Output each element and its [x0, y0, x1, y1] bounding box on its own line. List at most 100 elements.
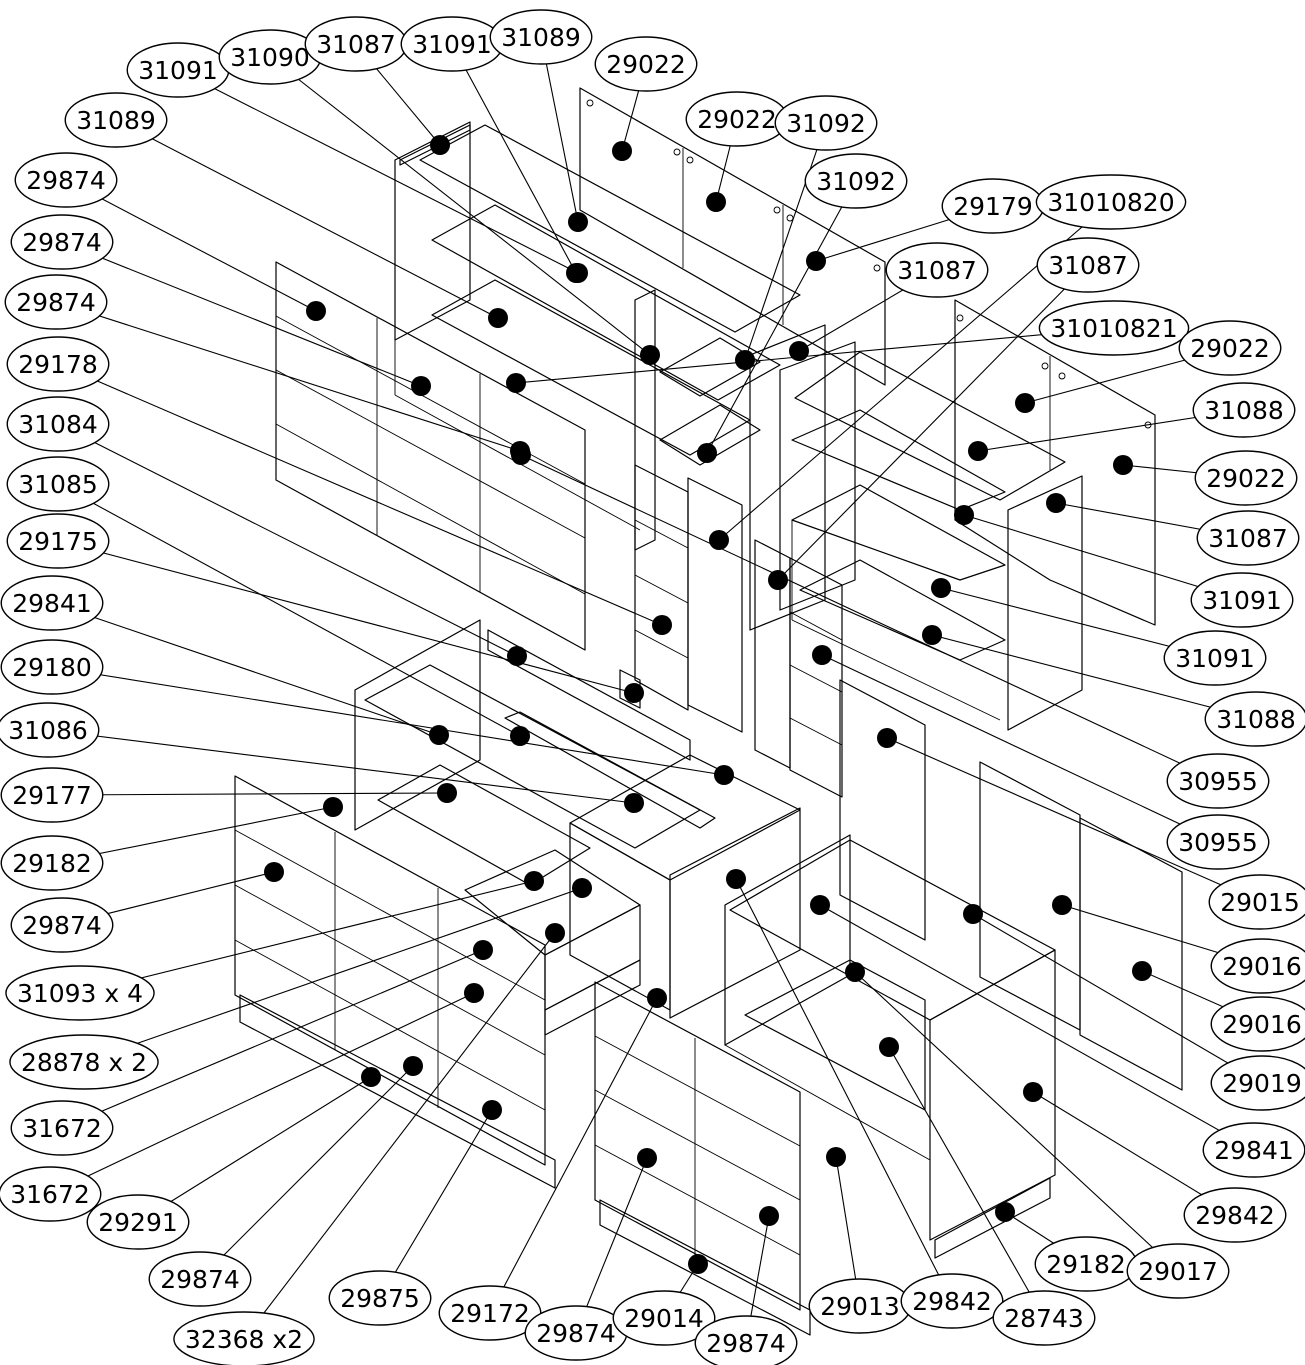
callout-target-dot	[922, 625, 942, 645]
callout-bubble: 31092	[774, 95, 878, 151]
callout-bubble: 31090	[218, 29, 322, 85]
callout-bubble: 29179	[941, 178, 1045, 234]
callout-bubble: 31087	[885, 242, 989, 298]
callout-leader	[819, 904, 1255, 1151]
callout-leader	[520, 454, 1219, 782]
callout-target-dot	[624, 683, 644, 703]
callout-bubble: 29015	[1208, 874, 1305, 930]
callout-bubble: 31091	[1163, 630, 1267, 686]
callout-bubble-shape	[64, 92, 168, 148]
callout-part-number: 31010820	[1047, 188, 1174, 217]
callout-bubble-shape	[6, 336, 110, 392]
callout-part-number: 31086	[8, 716, 88, 745]
callout-leader	[199, 1065, 414, 1280]
callout-bubble: 31089	[64, 92, 168, 148]
callout-leader	[57, 540, 635, 694]
callout-bubble-shape	[992, 1290, 1096, 1346]
callout-leader	[451, 43, 577, 274]
callout-bubble: 29022	[1178, 320, 1282, 376]
callout-leader	[177, 69, 579, 274]
callout-part-number: 31085	[18, 470, 98, 499]
callout-part-number: 29180	[12, 653, 92, 682]
callout-bubble-shape	[1192, 382, 1296, 438]
callout-part-number: 30955	[1178, 828, 1258, 857]
callout-target-dot	[511, 445, 531, 465]
callout-bubble-shape	[774, 95, 878, 151]
callout-leader	[931, 634, 1257, 720]
callout-part-number: 29172	[450, 1299, 530, 1328]
callout-part-number: 31087	[897, 256, 977, 285]
callout-bubble-shape	[4, 274, 108, 330]
callout-leader	[83, 887, 583, 1063]
callout-part-number: 29182	[1046, 1250, 1126, 1279]
callout-bubble: 32368 x2	[173, 1311, 315, 1365]
callout-target-dot	[1113, 455, 1133, 475]
callout-bubble: 31084	[6, 396, 110, 452]
callout-bubble: 29017	[1126, 1243, 1230, 1299]
callout-part-number: 29022	[606, 50, 686, 79]
callout-target-dot	[954, 505, 974, 525]
callout-target-dot	[1023, 1082, 1043, 1102]
callout-part-number: 31089	[501, 23, 581, 52]
callout-bubble-shape	[6, 456, 110, 512]
callout-target-dot	[877, 728, 897, 748]
upper-cabinet-right	[779, 299, 1156, 731]
callout-leader	[65, 179, 317, 312]
callout-part-number: 31091	[1202, 586, 1282, 615]
callout-leader	[515, 327, 1115, 384]
callout-part-number: 29874	[16, 288, 96, 317]
callout-bubble-shape	[1204, 691, 1305, 747]
callout-leader	[51, 666, 725, 776]
callout-part-number: 31090	[230, 43, 310, 72]
callout-bubble-shape	[1196, 510, 1300, 566]
callout-part-number: 31087	[316, 30, 396, 59]
parts-drawing	[234, 87, 1183, 1336]
callout-target-dot	[963, 904, 983, 924]
callout-bubble: 31088	[1204, 691, 1305, 747]
callout-part-number: 29841	[1214, 1136, 1294, 1165]
callout-bubble-shape	[1035, 174, 1187, 230]
callout-bubble-shape	[1163, 630, 1267, 686]
callout-leader	[137, 1076, 372, 1223]
callout-bubble-shape	[5, 965, 155, 1021]
callout-leader	[854, 971, 1179, 1272]
callout-bubble-shape	[1194, 450, 1298, 506]
callout-bubble: 31088	[1192, 382, 1296, 438]
callout-bubble-shape	[694, 1315, 798, 1365]
callout-bubble-shape	[6, 396, 110, 452]
callout-bubble-shape	[1038, 300, 1190, 356]
callout-target-dot	[306, 301, 326, 321]
callout-part-number: 29874	[536, 1319, 616, 1348]
callout-bubble: 30955	[1166, 753, 1270, 809]
callout-target-dot	[1052, 895, 1072, 915]
callout-target-dot	[1015, 393, 1035, 413]
callout-leader	[972, 913, 1263, 1084]
callout-bubble-shape	[1190, 572, 1294, 628]
callout-bubble-shape	[1166, 814, 1270, 870]
lower-cabinet-left	[234, 619, 801, 1189]
callout-leader	[963, 514, 1243, 601]
callout-leader	[61, 241, 422, 387]
callout-target-dot	[430, 135, 450, 155]
callout-part-number: 29874	[706, 1329, 786, 1358]
callout-bubble: 31087	[304, 16, 408, 72]
callout-bubble-shape	[86, 1194, 190, 1250]
callout-bubble: 31086	[0, 702, 100, 758]
callout-part-number: 29014	[624, 1304, 704, 1333]
callout-bubble: 29875	[328, 1270, 432, 1326]
callout-bubble-shape	[0, 639, 104, 695]
callout-part-number: 31091	[138, 56, 218, 85]
callout-bubble: 29182	[1034, 1236, 1138, 1292]
callout-target-dot	[264, 862, 284, 882]
callout-bubble: 29180	[0, 639, 104, 695]
callout-target-dot	[568, 212, 588, 232]
callout-leader	[57, 363, 663, 626]
callout-part-number: 29841	[12, 589, 92, 618]
callout-leader	[706, 180, 857, 454]
callout-target-dot	[411, 376, 431, 396]
callout-target-dot	[507, 646, 527, 666]
callout-bubble: 29874	[4, 274, 108, 330]
callout-part-number: 29875	[340, 1284, 420, 1313]
